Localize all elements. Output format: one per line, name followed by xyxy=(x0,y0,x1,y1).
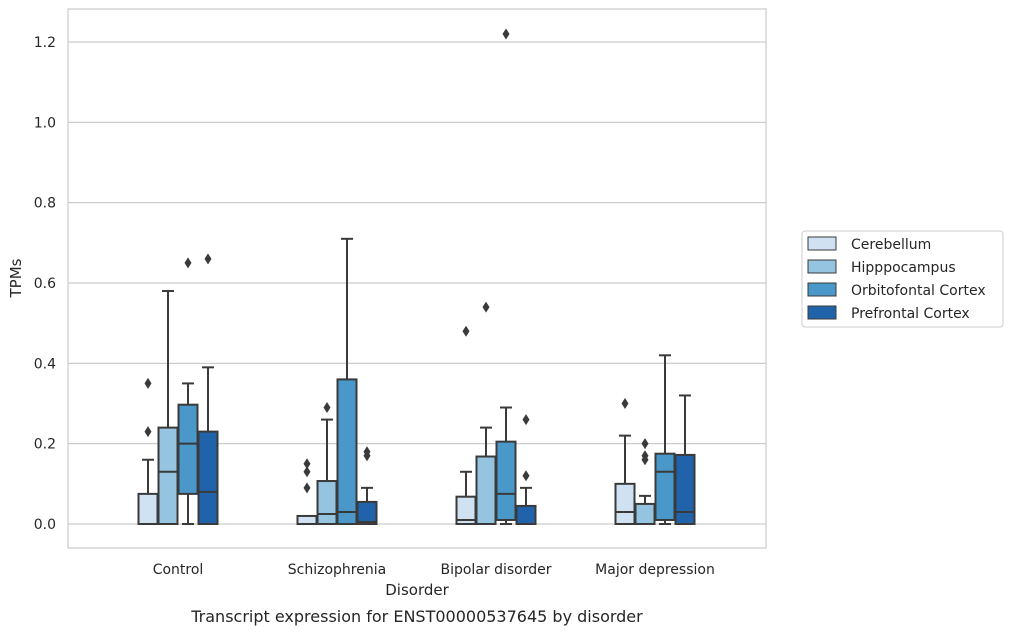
outlier-point xyxy=(144,426,152,438)
box-2-2 xyxy=(495,28,517,525)
x-tick-label: Schizophrenia xyxy=(288,562,386,578)
y-tick-label: 0.2 xyxy=(34,437,56,453)
outlier-point xyxy=(363,446,371,458)
box-body xyxy=(515,504,537,525)
box-0-1 xyxy=(296,458,318,526)
box-2-1 xyxy=(336,237,358,525)
plot-frame xyxy=(67,8,767,549)
outlier-point xyxy=(462,325,470,337)
box-0-0 xyxy=(137,377,159,525)
y-tick-label: 1.2 xyxy=(34,35,56,51)
y-tick-labels: 0.0 0.2 0.4 0.6 0.8 1.0 1.2 xyxy=(34,35,56,533)
box-body xyxy=(157,426,179,526)
x-tick-label: Major depression xyxy=(595,562,715,578)
outlier-point xyxy=(323,402,331,414)
box-body xyxy=(316,480,338,525)
box-3-0 xyxy=(197,253,219,525)
y-tick-label: 0.4 xyxy=(34,356,56,372)
box-groups xyxy=(137,28,696,526)
box-body xyxy=(296,514,318,526)
y-axis-label: TPMs xyxy=(7,258,25,298)
outlier-point xyxy=(502,28,510,40)
outlier-point xyxy=(522,470,530,482)
x-tick-labels: Control Schizophrenia Bipolar disorder Majo… xyxy=(153,562,715,578)
box-1-1 xyxy=(316,402,338,525)
x-axis-label: Disorder xyxy=(385,581,449,599)
box-3-2 xyxy=(515,414,537,525)
legend-swatch xyxy=(807,282,837,297)
outlier-point xyxy=(303,466,311,478)
box-3-1 xyxy=(356,446,378,525)
y-tick-label: 0.0 xyxy=(34,517,56,533)
legend: Cerebellum Hipppocampus Orbitofontal Corte… xyxy=(801,230,1004,328)
outlier-point xyxy=(303,482,311,494)
outlier-point xyxy=(621,398,629,409)
outlier-point xyxy=(144,377,152,389)
box-0-2 xyxy=(455,325,477,526)
box-body xyxy=(654,452,676,521)
legend-label: Hipppocampus xyxy=(851,260,956,276)
box-body xyxy=(177,403,199,495)
outlier-point xyxy=(482,301,490,313)
legend-swatch xyxy=(807,259,837,274)
box-body xyxy=(197,430,219,525)
box-body xyxy=(614,482,636,526)
legend-label: Orbitofontal Cortex xyxy=(851,283,986,299)
x-tick-label: Control xyxy=(153,562,204,578)
box-body xyxy=(137,492,159,525)
outlier-point xyxy=(641,450,649,462)
y-tick-label: 0.6 xyxy=(34,276,56,292)
figure-caption: Transcript expression for ENST0000053764… xyxy=(190,607,643,626)
y-tick-label: 1.0 xyxy=(34,115,56,131)
legend-swatch xyxy=(807,305,837,320)
outlier-point xyxy=(204,253,212,265)
legend-label: Prefrontal Cortex xyxy=(851,306,970,322)
box-3-3 xyxy=(674,394,696,525)
legend-frame xyxy=(801,230,1004,328)
legend-label: Cerebellum xyxy=(851,237,931,253)
box-body xyxy=(634,502,656,525)
box-body xyxy=(336,378,358,525)
box-body xyxy=(475,455,497,525)
box-1-0 xyxy=(157,290,179,526)
y-tick-label: 0.8 xyxy=(34,196,56,212)
outlier-point xyxy=(184,257,192,269)
outlier-point xyxy=(303,458,311,470)
outlier-point xyxy=(522,414,530,426)
box-body xyxy=(356,500,378,525)
legend-swatch xyxy=(807,236,837,251)
box-body xyxy=(495,440,517,521)
box-1-2 xyxy=(475,301,497,525)
box-body xyxy=(674,453,696,525)
box-1-3 xyxy=(634,438,656,525)
outlier-point xyxy=(641,438,649,450)
x-tick-label: Bipolar disorder xyxy=(440,562,551,578)
